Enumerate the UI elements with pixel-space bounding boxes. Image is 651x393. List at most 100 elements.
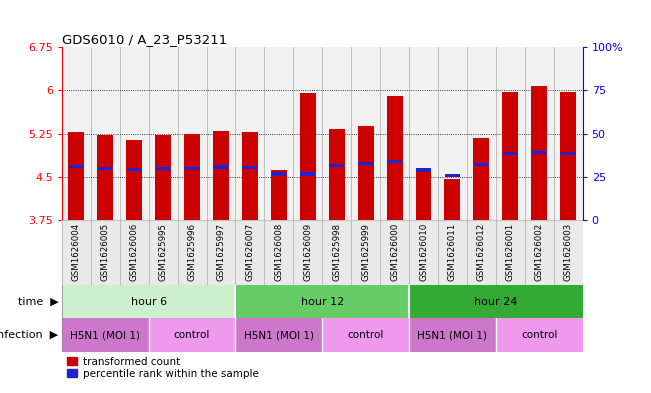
Bar bbox=[409, 220, 438, 285]
Text: hour 12: hour 12 bbox=[301, 297, 344, 307]
Text: infection  ▶: infection ▶ bbox=[0, 330, 59, 340]
Bar bbox=[62, 220, 90, 285]
Bar bbox=[148, 318, 236, 352]
Bar bbox=[474, 163, 489, 166]
Bar bbox=[236, 318, 322, 352]
Bar bbox=[380, 47, 409, 220]
Text: GSM1626011: GSM1626011 bbox=[448, 223, 457, 281]
Bar bbox=[322, 220, 351, 285]
Bar bbox=[156, 167, 171, 170]
Text: hour 6: hour 6 bbox=[131, 297, 167, 307]
Bar bbox=[300, 93, 316, 220]
Bar bbox=[409, 285, 583, 318]
Text: GSM1626003: GSM1626003 bbox=[564, 223, 573, 281]
Bar bbox=[236, 47, 264, 220]
Bar bbox=[561, 92, 576, 220]
Bar bbox=[300, 173, 315, 176]
Bar bbox=[409, 318, 496, 352]
Bar bbox=[206, 47, 236, 220]
Bar bbox=[322, 318, 409, 352]
Bar bbox=[62, 285, 236, 318]
Bar bbox=[214, 165, 229, 169]
Bar bbox=[155, 135, 171, 220]
Text: GSM1625999: GSM1625999 bbox=[361, 223, 370, 281]
Bar bbox=[264, 220, 294, 285]
Bar bbox=[322, 47, 351, 220]
Bar bbox=[561, 152, 575, 155]
Text: GSM1626007: GSM1626007 bbox=[245, 223, 255, 281]
Text: GSM1626002: GSM1626002 bbox=[534, 223, 544, 281]
Bar bbox=[415, 169, 432, 220]
Bar bbox=[554, 47, 583, 220]
Bar bbox=[438, 47, 467, 220]
Legend: transformed count, percentile rank within the sample: transformed count, percentile rank withi… bbox=[67, 357, 258, 379]
Bar bbox=[532, 151, 547, 154]
Bar bbox=[271, 170, 287, 220]
Bar bbox=[329, 164, 344, 167]
Text: GSM1626005: GSM1626005 bbox=[101, 223, 110, 281]
Text: GSM1625996: GSM1625996 bbox=[187, 223, 197, 281]
Bar bbox=[213, 131, 229, 220]
Bar bbox=[416, 168, 431, 171]
Bar bbox=[358, 162, 373, 165]
Bar bbox=[503, 152, 518, 155]
Bar bbox=[467, 47, 496, 220]
Bar bbox=[445, 174, 460, 177]
Bar bbox=[242, 132, 258, 220]
Bar bbox=[467, 220, 496, 285]
Text: GSM1626009: GSM1626009 bbox=[303, 223, 312, 281]
Text: GSM1626006: GSM1626006 bbox=[130, 223, 139, 281]
Bar bbox=[387, 96, 402, 220]
Bar bbox=[184, 134, 200, 220]
Text: GSM1626004: GSM1626004 bbox=[72, 223, 81, 281]
Text: GDS6010 / A_23_P53211: GDS6010 / A_23_P53211 bbox=[62, 33, 227, 46]
Bar bbox=[126, 140, 142, 220]
Bar bbox=[178, 47, 206, 220]
Bar bbox=[473, 138, 490, 220]
Text: GSM1625995: GSM1625995 bbox=[159, 223, 167, 281]
Bar bbox=[525, 220, 554, 285]
Bar bbox=[409, 47, 438, 220]
Bar bbox=[380, 220, 409, 285]
Text: control: control bbox=[174, 330, 210, 340]
Bar bbox=[438, 220, 467, 285]
Bar bbox=[126, 168, 142, 171]
Bar bbox=[264, 47, 294, 220]
Bar bbox=[387, 160, 402, 163]
Text: GSM1626001: GSM1626001 bbox=[506, 223, 515, 281]
Bar bbox=[62, 318, 148, 352]
Text: GSM1626010: GSM1626010 bbox=[419, 223, 428, 281]
Bar bbox=[351, 220, 380, 285]
Text: H5N1 (MOI 1): H5N1 (MOI 1) bbox=[417, 330, 488, 340]
Bar bbox=[69, 165, 84, 168]
Bar bbox=[525, 47, 554, 220]
Bar bbox=[357, 125, 374, 220]
Text: GSM1626008: GSM1626008 bbox=[274, 223, 283, 281]
Text: control: control bbox=[521, 330, 557, 340]
Bar bbox=[120, 220, 148, 285]
Bar bbox=[271, 173, 286, 176]
Bar bbox=[148, 47, 178, 220]
Bar bbox=[329, 129, 344, 220]
Bar bbox=[178, 220, 206, 285]
Text: H5N1 (MOI 1): H5N1 (MOI 1) bbox=[244, 330, 314, 340]
Text: hour 24: hour 24 bbox=[474, 297, 518, 307]
Bar bbox=[120, 47, 148, 220]
Bar bbox=[242, 166, 257, 169]
Bar bbox=[236, 285, 409, 318]
Bar bbox=[554, 220, 583, 285]
Bar bbox=[445, 178, 460, 220]
Bar bbox=[97, 135, 113, 220]
Bar bbox=[294, 47, 322, 220]
Bar bbox=[184, 167, 200, 170]
Bar bbox=[90, 220, 120, 285]
Bar bbox=[206, 220, 236, 285]
Bar bbox=[294, 220, 322, 285]
Text: GSM1625997: GSM1625997 bbox=[217, 223, 225, 281]
Bar bbox=[148, 220, 178, 285]
Text: time  ▶: time ▶ bbox=[18, 297, 59, 307]
Bar bbox=[90, 47, 120, 220]
Bar bbox=[531, 86, 547, 220]
Bar bbox=[98, 167, 113, 170]
Bar bbox=[62, 47, 90, 220]
